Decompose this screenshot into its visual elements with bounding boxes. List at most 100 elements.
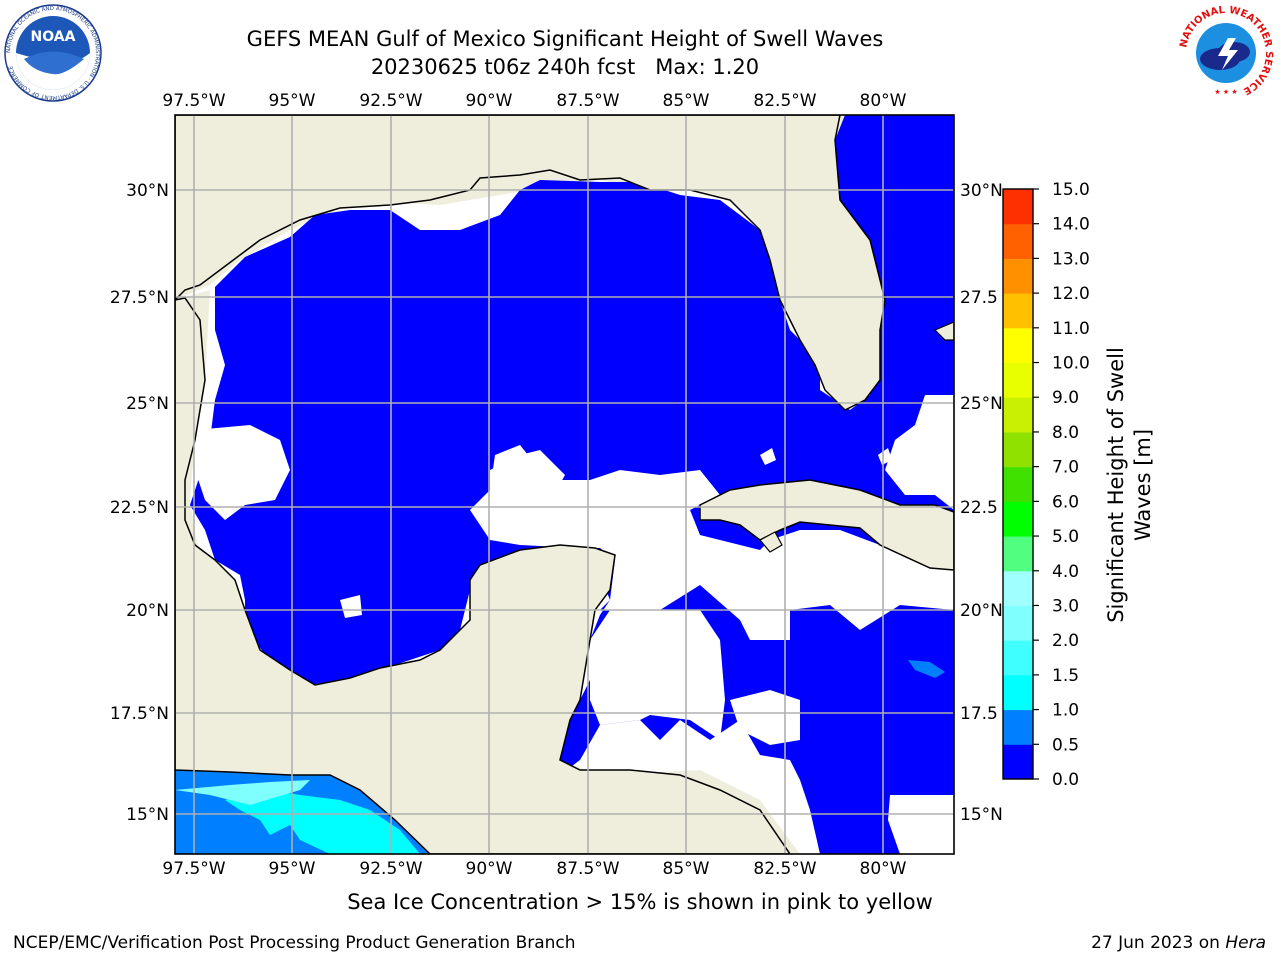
colorbar-block <box>1003 536 1033 572</box>
no-data-patch <box>740 550 775 590</box>
colorbar-tick-label: 10.0 <box>1052 354 1090 374</box>
colorbar-tick-label: 0.5 <box>1052 735 1079 755</box>
plot-title: GEFS MEAN Gulf of Mexico Significant Hei… <box>246 27 884 51</box>
footer-date-text: 27 Jun 2023 on <box>1091 933 1226 953</box>
land-cuba <box>699 479 954 571</box>
lon-label: 85°W <box>663 859 710 879</box>
colorbar-tick-label: 14.0 <box>1052 215 1090 235</box>
colorbar-block <box>1003 431 1033 468</box>
colorbar-blocks <box>1003 189 1033 780</box>
colorbar-block <box>1003 397 1033 433</box>
lon-labels-top: 97.5°W 95°W 92.5°W 90°W 87.5°W 85°W 82.5… <box>162 91 906 111</box>
no-data-patch <box>878 448 892 465</box>
colorbar-block <box>1003 258 1033 294</box>
lat-labels-left: 30°N 27.5°N 25°N 22.5°N 20°N 17.5°N 15°N <box>110 181 169 825</box>
land-usa <box>175 115 886 411</box>
colorbar-block <box>1003 605 1033 641</box>
map-area <box>175 115 954 854</box>
lat-label: 30°N <box>126 181 169 201</box>
colorbar-block <box>1003 709 1033 745</box>
lon-label: 87.5°W <box>556 859 619 879</box>
colorbar-tick-label: 13.0 <box>1052 249 1090 269</box>
colorbar-tick-label: 2.0 <box>1052 631 1079 651</box>
lon-label: 80°W <box>860 859 907 879</box>
lon-label: 82.5°W <box>753 859 816 879</box>
colorbar-label-line1: Significant Height of Swell <box>1104 347 1128 623</box>
colorbar-block <box>1003 674 1033 711</box>
colorbar-label-line2: Waves [m] <box>1131 429 1155 541</box>
graticule <box>175 115 954 854</box>
colorbar-tick-label: 8.0 <box>1052 423 1079 443</box>
colorbar-block <box>1003 293 1033 329</box>
footer-date: 27 Jun 2023 on Hera <box>1091 933 1266 953</box>
lon-label: 92.5°W <box>359 859 422 879</box>
colorbar-tick-label: 5.0 <box>1052 527 1079 547</box>
caption: Sea Ice Concentration > 15% is shown in … <box>347 890 933 914</box>
lon-label: 95°W <box>269 91 316 111</box>
colorbar-tick-label: 1.5 <box>1052 666 1079 686</box>
lat-label: 20°N <box>960 601 1003 621</box>
no-data-patch <box>920 400 954 480</box>
colorbar-block <box>1003 640 1033 676</box>
lat-label: 17.5°N <box>110 704 169 724</box>
lat-label: 15°N <box>960 805 1003 825</box>
lat-label: 17.5 <box>960 704 998 724</box>
nws-logo: NATIONAL WEATHER SERVICE ★ ★ ★ <box>1178 5 1274 100</box>
swell-field-highest <box>175 780 310 805</box>
colorbar-block <box>1003 744 1033 780</box>
no-data-patch <box>490 450 565 520</box>
swell-field-mid <box>908 660 945 678</box>
colorbar-tick-label: 9.0 <box>1052 388 1079 408</box>
colorbar-block <box>1003 570 1033 606</box>
lon-labels-bottom: 97.5°W 95°W 92.5°W 90°W 87.5°W 85°W 82.5… <box>162 859 906 879</box>
map-frame <box>174 114 955 855</box>
lat-label: 27.5 <box>960 288 998 308</box>
no-data-patch <box>340 595 362 618</box>
colorbar-frame <box>1002 188 1034 780</box>
lon-label: 97.5°W <box>162 91 225 111</box>
noaa-logo: NOAA NATIONAL OCEANIC AND ATMOSPHERIC AD… <box>4 4 102 102</box>
lat-label: 25°N <box>126 394 169 414</box>
colorbar-block <box>1003 189 1033 225</box>
colorbar-ticks: 0.0 0.5 1.0 1.5 2.0 3.0 4.0 5.0 6.0 7.0 8.0 9.0 10.0… <box>1033 180 1090 790</box>
lon-label: 90°W <box>466 859 513 879</box>
colorbar-tick-label: 7.0 <box>1052 458 1079 478</box>
no-data-patch <box>760 448 776 465</box>
lon-label: 92.5°W <box>359 91 422 111</box>
land-mexico-central-america <box>175 297 791 854</box>
lon-label: 87.5°W <box>556 91 619 111</box>
lat-label: 22.5 <box>960 498 998 518</box>
colorbar-tick-label: 0.0 <box>1052 770 1079 790</box>
lat-label: 25°N <box>960 394 1003 414</box>
noaa-logo-text: NOAA <box>31 29 76 45</box>
lat-label: 22.5°N <box>110 498 169 518</box>
colorbar-block <box>1003 501 1033 537</box>
no-data-patch <box>590 610 725 740</box>
lat-label: 27.5°N <box>110 288 169 308</box>
lat-label: 30°N <box>960 181 1003 201</box>
land-isla-juventud <box>759 531 783 553</box>
lon-label: 90°W <box>466 91 513 111</box>
colorbar-block <box>1003 362 1033 398</box>
colorbar-tick-label: 15.0 <box>1052 180 1090 200</box>
colorbar-block <box>1003 223 1033 259</box>
colorbar-block <box>1003 466 1033 502</box>
no-data-patch <box>888 795 954 854</box>
lat-label: 15°N <box>126 805 169 825</box>
colorbar-tick-label: 12.0 <box>1052 284 1090 304</box>
no-data-patch <box>730 690 800 745</box>
plot-subtitle: 20230625 t06z 240h fcst Max: 1.20 <box>370 55 760 79</box>
colorbar-tick-label: 4.0 <box>1052 562 1079 582</box>
colorbar-tick-label: 3.0 <box>1052 596 1079 616</box>
colorbar-block <box>1003 327 1033 364</box>
colorbar-tick-label: 6.0 <box>1052 492 1079 512</box>
lon-label: 82.5°W <box>753 91 816 111</box>
lon-label: 80°W <box>860 91 907 111</box>
colorbar-tick-label: 11.0 <box>1052 319 1090 339</box>
colorbar-tick-label: 1.0 <box>1052 701 1079 721</box>
lon-label: 95°W <box>269 859 316 879</box>
lon-label: 85°W <box>663 91 710 111</box>
land-bahamas <box>933 321 954 341</box>
